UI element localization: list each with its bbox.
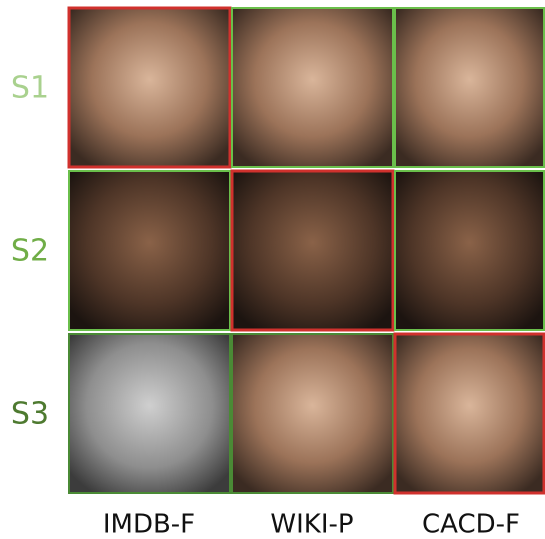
row-label: S3 (11, 397, 49, 432)
column-label: CACD-F (422, 510, 520, 539)
face-image (395, 171, 544, 330)
column-label: IMDB-F (103, 510, 195, 539)
face-image (69, 8, 230, 167)
face-image (69, 334, 230, 493)
face-image (232, 8, 393, 167)
figure: S1 S2 S3 IMDB-F WIKI-P CACD-F (0, 0, 545, 539)
face-image (69, 171, 230, 330)
face-image (232, 334, 393, 493)
row-label: S1 (11, 71, 49, 106)
face-image (395, 334, 544, 493)
row-label: S2 (11, 234, 49, 269)
column-label: WIKI-P (270, 510, 353, 539)
face-image (232, 171, 393, 330)
face-image (395, 8, 544, 167)
image-grid (69, 8, 544, 493)
